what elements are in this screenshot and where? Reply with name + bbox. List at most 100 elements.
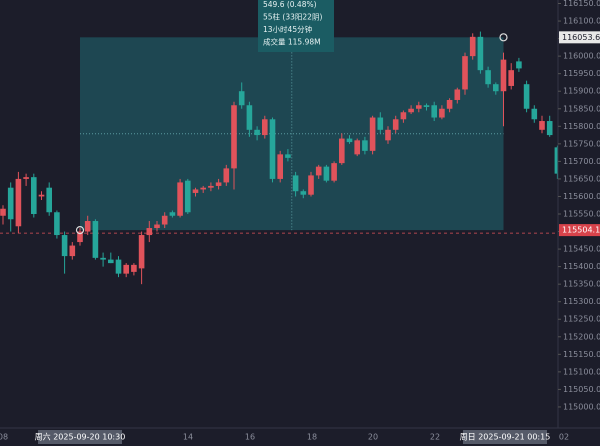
y-tick-label: 115950.0	[563, 69, 600, 78]
candle-body	[462, 56, 468, 90]
candle-body	[161, 215, 168, 225]
candle-body	[69, 245, 76, 257]
candle-body	[177, 182, 183, 216]
candle-body	[192, 189, 199, 193]
y-tick-label: 115400.0	[563, 262, 600, 271]
y-tick-label: 115900.0	[563, 87, 600, 96]
candle-body	[454, 89, 461, 100]
candle-body	[354, 140, 360, 155]
candle-body	[392, 119, 399, 130]
y-tick-label: 115250.0	[563, 315, 600, 324]
price-tag	[559, 224, 600, 237]
candle-body	[285, 154, 291, 158]
candle-body	[315, 166, 322, 176]
x-tick-label: 18	[307, 433, 317, 442]
y-tick-label: 115650.0	[563, 174, 600, 183]
candle-body	[331, 163, 337, 181]
candle-body	[131, 264, 137, 272]
tooltip-line: 成交量 115.98M	[263, 37, 321, 47]
y-tick-label: 115450.0	[563, 245, 600, 254]
candle-body	[185, 180, 191, 213]
candle-body	[169, 212, 176, 216]
x-tick-label: 08	[0, 433, 8, 442]
candle-body	[246, 105, 253, 130]
candle-body	[339, 138, 345, 164]
tooltip-line: 549.6 (0.48%)	[263, 0, 317, 9]
candle-body	[54, 212, 60, 236]
candle-body	[84, 221, 91, 232]
y-tick-label: 115150.0	[563, 350, 600, 359]
candle-body	[208, 185, 214, 188]
price-tag-label: 115504.1	[562, 226, 600, 235]
tooltip-line: 55柱 (33阳22阴)	[263, 12, 322, 22]
candle-body	[0, 208, 6, 216]
candle-body	[554, 147, 561, 174]
x-tag	[38, 430, 122, 444]
candle-body	[200, 187, 206, 190]
candle-body	[308, 175, 314, 195]
x-tick-label: 02	[559, 433, 569, 442]
candle-body	[523, 84, 530, 109]
price-axis	[558, 0, 600, 428]
candle-body	[254, 129, 260, 136]
candle-body	[23, 177, 29, 179]
candle-body	[377, 117, 384, 130]
x-tick-label: 周六 2025-09-20 10:30	[35, 432, 126, 442]
candle-body	[238, 91, 245, 106]
candle-body	[115, 259, 122, 274]
candle-body	[346, 138, 353, 143]
y-tick-label: 116000.0	[563, 52, 600, 61]
tooltip-line: 13小时45分钟	[263, 24, 313, 34]
candle-body	[531, 108, 538, 120]
y-tick-label: 116100.0	[563, 17, 600, 26]
candle-body	[154, 224, 160, 229]
candle-body	[215, 182, 222, 186]
candle-body	[516, 61, 522, 69]
candle-body	[477, 36, 484, 71]
candle-body	[100, 257, 106, 260]
candle-body	[446, 99, 453, 109]
candle-body	[7, 187, 14, 220]
candle-body	[269, 119, 276, 179]
candle-body	[223, 168, 230, 183]
x-tick-label: 14	[183, 433, 193, 442]
y-tick-label: 115100.0	[563, 367, 600, 376]
y-tick-label: 116150.0	[563, 0, 600, 8]
y-tick-label: 115050.0	[563, 385, 600, 394]
y-tick-label: 115600.0	[563, 192, 600, 201]
candle-body	[408, 108, 414, 113]
range-handle	[499, 33, 508, 42]
candle-body	[485, 70, 491, 85]
candle-body	[431, 105, 437, 118]
candle-body	[15, 178, 22, 227]
candle-body	[231, 105, 237, 169]
candle-body	[362, 140, 368, 151]
candle-body	[500, 59, 507, 92]
x-tick-label: 20	[368, 433, 378, 442]
y-tick-label: 115350.0	[563, 280, 600, 289]
candle-body	[292, 175, 299, 192]
candle-body	[277, 154, 283, 179]
y-tick-label: 115850.0	[563, 104, 600, 113]
candle-body	[46, 187, 52, 213]
candle-body	[423, 105, 430, 107]
candle-body	[262, 119, 268, 136]
candle-body	[61, 235, 68, 257]
y-tick-label: 115550.0	[563, 210, 600, 219]
candle-body	[469, 36, 476, 57]
y-tick-label: 115750.0	[563, 139, 600, 148]
x-tag	[463, 430, 547, 444]
candle-body	[546, 121, 553, 136]
price-tag-label: 116053.6	[562, 33, 600, 42]
candle-body	[31, 177, 37, 214]
candle-body	[323, 166, 330, 181]
y-tick-label: 115800.0	[563, 122, 600, 131]
candle-body	[400, 112, 407, 120]
y-tick-label: 115000.0	[563, 402, 600, 411]
candle-body	[38, 194, 45, 197]
x-tick-label: 周日 2025-09-21 00:15	[460, 433, 551, 442]
tooltip-box	[258, 0, 334, 52]
price-tag	[559, 31, 600, 44]
y-tick-label: 115300.0	[563, 297, 600, 306]
